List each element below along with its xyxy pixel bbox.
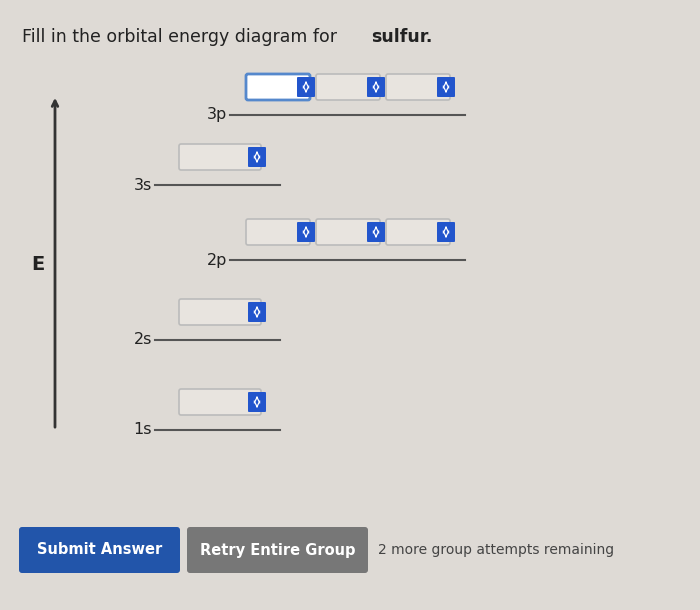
Text: E: E: [32, 256, 45, 274]
Text: Submit Answer: Submit Answer: [37, 542, 162, 558]
Text: 3s: 3s: [134, 178, 152, 193]
FancyBboxPatch shape: [19, 527, 180, 573]
FancyBboxPatch shape: [179, 389, 261, 415]
FancyBboxPatch shape: [179, 299, 261, 325]
FancyBboxPatch shape: [316, 219, 380, 245]
FancyBboxPatch shape: [297, 77, 315, 97]
Text: 1s: 1s: [134, 423, 152, 437]
Text: Retry Entire Group: Retry Entire Group: [199, 542, 355, 558]
FancyBboxPatch shape: [248, 302, 266, 322]
Text: sulfur.: sulfur.: [371, 28, 433, 46]
FancyBboxPatch shape: [179, 144, 261, 170]
FancyBboxPatch shape: [367, 222, 385, 242]
Text: Fill in the orbital energy diagram for: Fill in the orbital energy diagram for: [22, 28, 342, 46]
FancyBboxPatch shape: [437, 222, 455, 242]
FancyBboxPatch shape: [367, 77, 385, 97]
Text: 2p: 2p: [206, 253, 227, 268]
FancyBboxPatch shape: [316, 74, 380, 100]
FancyBboxPatch shape: [386, 74, 450, 100]
FancyBboxPatch shape: [297, 222, 315, 242]
FancyBboxPatch shape: [248, 392, 266, 412]
FancyBboxPatch shape: [248, 147, 266, 167]
FancyBboxPatch shape: [386, 219, 450, 245]
Text: 2 more group attempts remaining: 2 more group attempts remaining: [378, 543, 614, 557]
FancyBboxPatch shape: [437, 77, 455, 97]
Text: 3p: 3p: [206, 107, 227, 123]
FancyBboxPatch shape: [246, 74, 310, 100]
Text: 2s: 2s: [134, 332, 152, 348]
FancyBboxPatch shape: [187, 527, 368, 573]
FancyBboxPatch shape: [246, 219, 310, 245]
